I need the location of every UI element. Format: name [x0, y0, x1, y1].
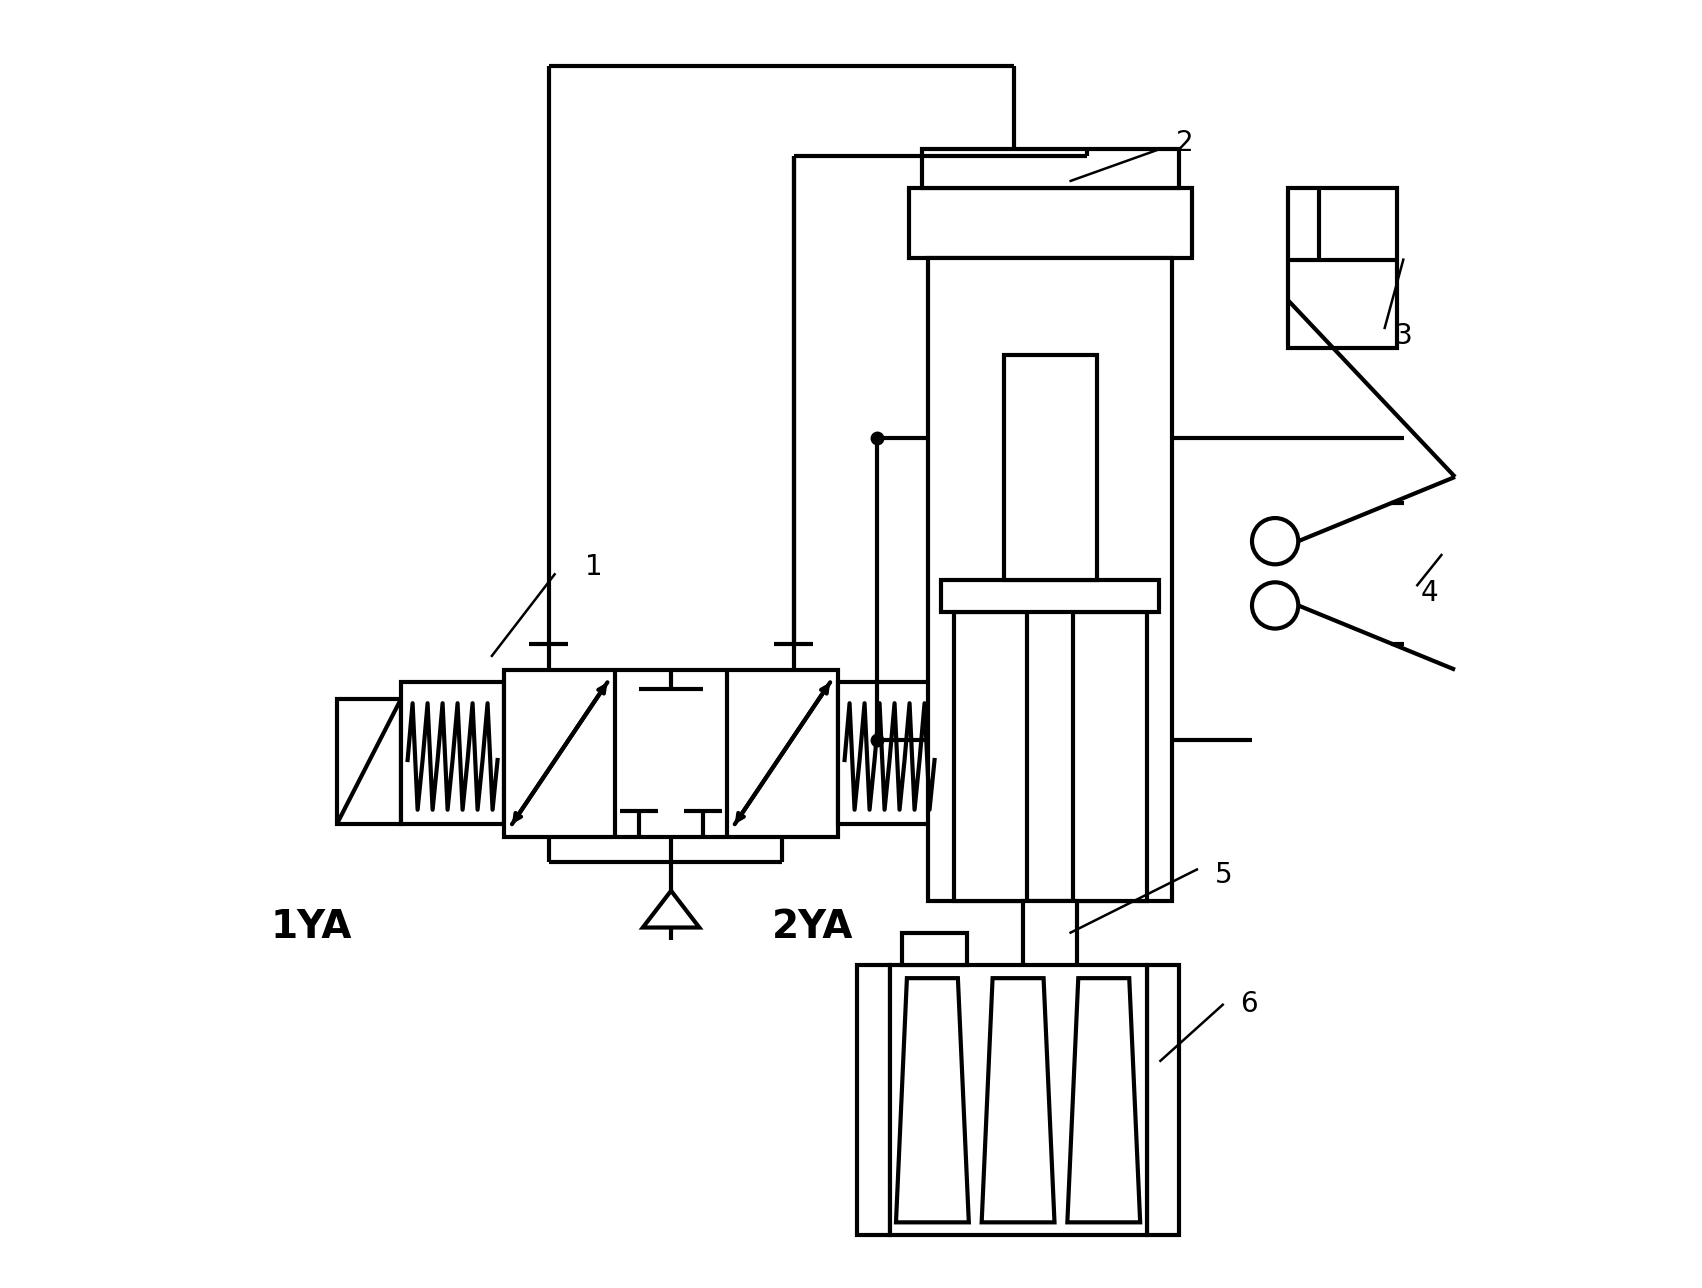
Bar: [1004, 354, 1096, 580]
Bar: [1288, 188, 1397, 348]
Text: 1: 1: [585, 553, 603, 581]
Bar: [1147, 965, 1179, 1235]
Bar: [504, 670, 837, 837]
Bar: [837, 681, 941, 824]
Bar: [909, 188, 1191, 259]
Bar: [402, 681, 504, 824]
Bar: [337, 698, 402, 824]
Bar: [928, 259, 1173, 902]
Bar: [902, 934, 967, 965]
Text: 1YA: 1YA: [271, 908, 352, 945]
Text: 5: 5: [1215, 862, 1232, 889]
Text: 4: 4: [1421, 578, 1438, 607]
Bar: [922, 149, 1179, 188]
Bar: [941, 580, 1159, 612]
Text: 2YA: 2YA: [771, 908, 853, 945]
Text: 6: 6: [1241, 990, 1258, 1018]
Bar: [858, 965, 890, 1235]
Bar: [1023, 902, 1077, 1068]
Bar: [890, 965, 1147, 1235]
Bar: [1074, 612, 1147, 902]
Text: 2: 2: [1176, 129, 1195, 157]
Text: 3: 3: [1394, 322, 1413, 349]
Bar: [941, 698, 992, 824]
Bar: [997, 1068, 1103, 1094]
Bar: [953, 612, 1026, 902]
